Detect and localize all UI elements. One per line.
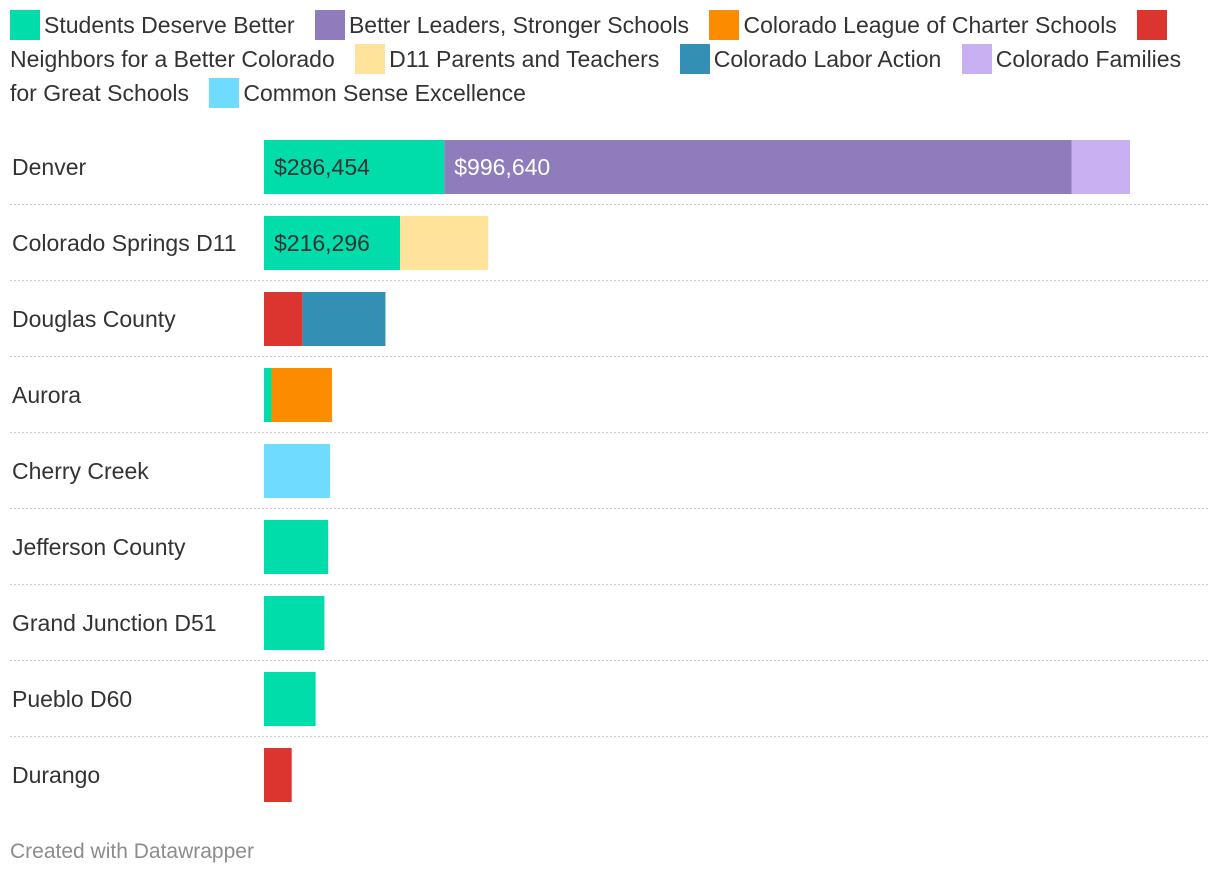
- legend-item: Neighbors for a Better Colorado: [10, 10, 1171, 72]
- legend-swatch: [10, 10, 40, 40]
- legend-label: Colorado Labor Action: [713, 46, 942, 72]
- legend-swatch: [355, 44, 386, 74]
- legend-label: D11 Parents and Teachers: [389, 46, 660, 72]
- bar-segment[interactable]: [400, 216, 489, 270]
- bar-segment[interactable]: [264, 140, 445, 194]
- bar-segment[interactable]: [264, 444, 331, 498]
- legend-item: D11 Parents and Teachers: [355, 44, 660, 74]
- bar-segment[interactable]: [271, 368, 332, 422]
- bar-segment[interactable]: [264, 748, 292, 802]
- legend-item: Colorado League of Charter Schools: [709, 10, 1117, 40]
- row-label: Durango: [12, 762, 100, 788]
- bar-value-label: $216,296: [274, 230, 370, 256]
- row-label: Douglas County: [12, 306, 176, 332]
- legend-item: Common Sense Excellence: [209, 78, 526, 108]
- legend-item: Colorado Families for Great Schools: [10, 44, 1182, 106]
- legend-item: Better Leaders, Stronger Schools: [314, 10, 690, 40]
- bar-segment[interactable]: [1071, 140, 1131, 194]
- bar-segment[interactable]: [264, 520, 329, 574]
- row-label: Cherry Creek: [12, 458, 149, 484]
- legend-swatch: [961, 44, 992, 74]
- legend-swatch: [709, 10, 740, 40]
- bar-segment[interactable]: [302, 292, 386, 346]
- bar-segment[interactable]: [264, 292, 303, 346]
- row-label: Jefferson County: [12, 534, 186, 560]
- legend-item: Colorado Labor Action: [679, 44, 942, 74]
- legend-swatch: [679, 44, 710, 74]
- row-label: Denver: [12, 154, 86, 180]
- legend-label: Common Sense Excellence: [243, 80, 526, 106]
- row-label: Pueblo D60: [12, 686, 132, 712]
- bar-segment[interactable]: [264, 216, 401, 270]
- bar-segment[interactable]: [264, 596, 325, 650]
- legend-swatch: [314, 10, 345, 40]
- row-label: Grand Junction D51: [12, 610, 217, 636]
- bar-segment[interactable]: [444, 140, 1072, 194]
- stacked-bar-chart: Denver $286,454 $996,640 Colorado Springs D…: [10, 140, 1208, 802]
- bar-segment[interactable]: [264, 368, 272, 422]
- row-label: Colorado Springs D11: [12, 230, 237, 256]
- chart-legend: Students Deserve Better Better Leaders, …: [10, 8, 1210, 110]
- bar-value-label: $996,640: [454, 154, 550, 180]
- legend-label: Better Leaders, Stronger Schools: [348, 12, 690, 38]
- legend-label: Students Deserve Better: [44, 12, 295, 38]
- legend-label: Neighbors for a Better Colorado: [10, 46, 335, 72]
- legend-label: Colorado League of Charter Schools: [743, 12, 1117, 38]
- datawrapper-credit[interactable]: Created with Datawrapper: [10, 840, 254, 863]
- row-label: Aurora: [12, 382, 81, 408]
- bar-value-label: $286,454: [274, 154, 370, 180]
- bar-segment[interactable]: [264, 672, 316, 726]
- legend-label: Colorado Families for Great Schools: [10, 46, 1182, 106]
- legend-item: Students Deserve Better: [10, 10, 295, 40]
- legend-swatch: [209, 78, 240, 108]
- legend-swatch: [1137, 10, 1168, 40]
